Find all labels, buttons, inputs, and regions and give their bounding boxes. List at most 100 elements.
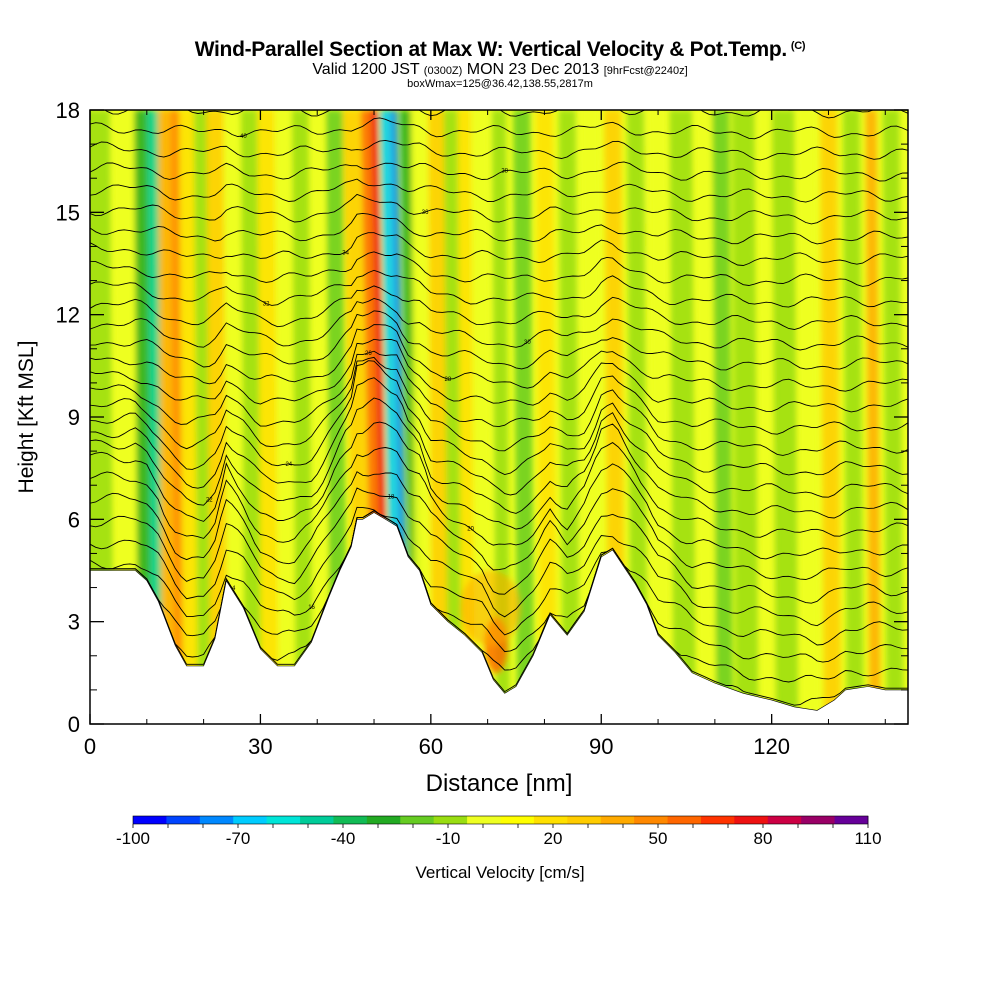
y-tick-label: 15	[56, 200, 80, 225]
colorbar-label: Vertical Velocity [cm/s]	[415, 863, 585, 882]
colorbar-swatch	[300, 816, 334, 824]
colorbar-swatch	[600, 816, 635, 824]
colorbar-swatch	[500, 816, 535, 824]
y-tick-label: 9	[68, 405, 80, 430]
field-band	[669, 110, 697, 724]
colorbar-swatch	[366, 816, 401, 824]
y-axis-label: Height [Kft MSL]	[15, 341, 38, 494]
isentrope-line	[90, 471, 908, 580]
colorbar-swatch	[634, 816, 668, 824]
colorbar-swatch	[233, 816, 268, 824]
isentrope-label: 18	[388, 495, 395, 501]
colorbar-tick-label: -100	[116, 829, 150, 848]
x-tick-label: 90	[589, 734, 613, 759]
isentrope-label: 16	[308, 605, 315, 611]
title-main: Wind-Parallel Section at Max W: Vertical…	[194, 38, 788, 61]
colorbar-tick-label: -40	[331, 829, 356, 848]
valid-prefix: Valid 1200 JST	[312, 61, 420, 78]
isentrope-label: 42	[320, 91, 327, 97]
isentrope-line	[90, 117, 908, 140]
field-band	[179, 110, 198, 724]
colorbar-swatch	[801, 816, 835, 824]
chart-title: Wind-Parallel Section at Max W: Vertical…	[0, 38, 1000, 62]
isentrope-line	[90, 421, 908, 538]
x-tick-label: 0	[84, 734, 96, 759]
colorbar-tick-label: -70	[226, 829, 251, 848]
isentrope-label: 30	[524, 340, 531, 346]
field-band	[694, 110, 717, 724]
x-axis-label: Distance [nm]	[426, 770, 573, 797]
field-band	[460, 570, 521, 647]
field-band	[712, 110, 734, 724]
isentrope-label: 38	[501, 169, 508, 175]
isentrope-line	[90, 212, 908, 245]
field-band	[771, 110, 799, 724]
field-band	[731, 110, 759, 724]
colorbar-swatch	[166, 816, 201, 824]
isentrope-line	[90, 487, 908, 604]
terrain	[89, 512, 909, 725]
field-band	[257, 110, 279, 724]
x-tick-label: 60	[419, 734, 443, 759]
x-tick-label: 120	[753, 734, 790, 759]
isentrope-label: 36	[422, 210, 429, 216]
isentrope-line	[90, 285, 908, 330]
isentrope-line	[90, 161, 908, 182]
field-band	[146, 110, 163, 724]
box-info: boxWmax=125@36.42,138.55,2817m	[407, 78, 593, 90]
valid-forecast: [9hrFcst@2240z]	[603, 65, 688, 77]
isentrope-line	[90, 397, 908, 519]
colorbar-tick-label: 20	[544, 829, 563, 848]
field-band	[457, 110, 477, 724]
isentrope-line	[90, 360, 908, 476]
colorbar-tick-label: 50	[649, 829, 668, 848]
field-band	[626, 110, 648, 724]
field-band	[170, 110, 184, 724]
isentrope-line	[104, 110, 908, 119]
colorbar-swatch	[734, 816, 769, 824]
isentrope-line	[90, 93, 908, 97]
isentrope-label: 40	[240, 134, 247, 140]
field-band	[427, 110, 450, 724]
isentrope-line	[90, 232, 908, 266]
field-band	[193, 110, 212, 724]
colorbar-swatch	[266, 816, 301, 824]
y-tick-label: 3	[68, 610, 80, 635]
isentrope-label: 32	[263, 302, 270, 308]
valid-zone: (0300Z)	[423, 65, 463, 77]
title-mark: (C)	[790, 40, 806, 52]
isentrope-label: 26	[365, 351, 372, 357]
colorbar-swatch	[834, 816, 869, 824]
colorbar-swatch	[433, 816, 468, 824]
terrain-mask	[89, 512, 909, 725]
isentrope-line	[90, 510, 908, 663]
colorbar-swatch	[400, 816, 435, 824]
colorbar: -100 -70 -40 -10 20 50 80 110	[116, 815, 882, 848]
isentrope-line	[90, 251, 908, 287]
field-band	[865, 110, 881, 724]
isentrope-line	[90, 338, 908, 413]
colorbar-swatch	[467, 816, 501, 824]
field-band	[882, 110, 904, 724]
y-tick-label: 0	[68, 712, 80, 737]
colorbar-swatch	[567, 816, 602, 824]
colorbar-swatch	[667, 816, 702, 824]
field-band	[291, 110, 313, 724]
field-band	[223, 110, 245, 724]
colorbar-swatch	[767, 816, 802, 824]
field-band	[819, 110, 841, 724]
colorbar-swatch	[133, 816, 167, 824]
colorbar-tick-label: 110	[854, 829, 881, 848]
valid-date: MON 23 Dec 2013	[466, 61, 600, 78]
colorbar-frame	[132, 815, 869, 825]
isentrope-line	[90, 510, 908, 646]
isentrope-line	[90, 178, 908, 203]
colorbar-swatch	[700, 816, 735, 824]
valid-time-line: Valid 1200 JST (0300Z) MON 23 Dec 2013 […	[0, 61, 1000, 79]
isentrope-line	[90, 350, 908, 435]
isentrope-line	[90, 356, 908, 456]
field-band	[535, 110, 557, 724]
